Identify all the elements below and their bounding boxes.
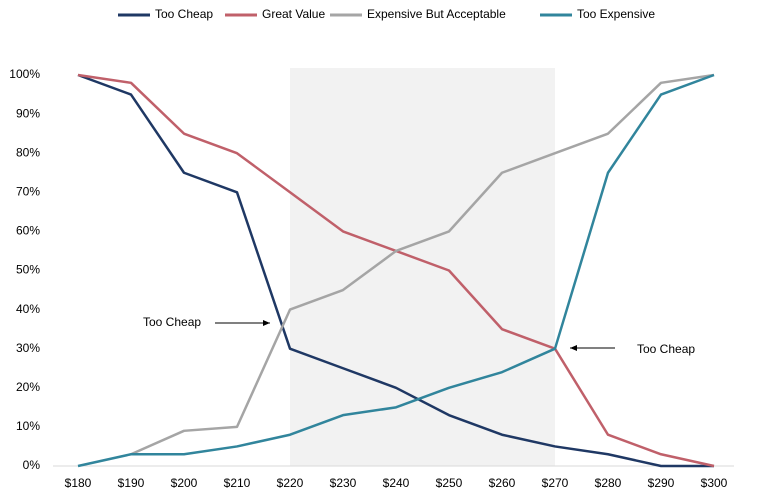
series-line — [130, 73, 715, 456]
x-tick-label: $300 — [701, 476, 728, 490]
x-tick-label: $240 — [383, 476, 410, 490]
y-tick-label: 10% — [16, 419, 40, 433]
y-tick-label: 0% — [23, 458, 41, 472]
series-line — [77, 73, 714, 468]
x-tick-label: $180 — [65, 476, 92, 490]
series-line — [77, 73, 715, 468]
highlight-band — [290, 68, 555, 466]
annotation: Too Cheap — [637, 342, 695, 356]
y-tick-label: 40% — [16, 302, 40, 316]
x-tick-label: $210 — [224, 476, 251, 490]
y-tick-label: 70% — [16, 184, 40, 198]
y-tick-label: 90% — [16, 106, 40, 120]
x-tick-label: $230 — [330, 476, 357, 490]
x-tick-label: $270 — [542, 476, 569, 490]
x-tick-label: $220 — [277, 476, 304, 490]
x-tick-label: $250 — [436, 476, 463, 490]
x-tick-label: $290 — [648, 476, 675, 490]
legend-label: Expensive But Acceptable — [367, 7, 506, 21]
x-tick-label: $280 — [595, 476, 622, 490]
y-tick-label: 60% — [16, 224, 40, 238]
y-tick-label: 80% — [16, 145, 40, 159]
legend-label: Great Value — [262, 7, 325, 21]
legend-label: Too Cheap — [155, 7, 213, 21]
x-tick-label: $200 — [171, 476, 198, 490]
y-tick-label: 50% — [16, 263, 40, 277]
annotation: Too Cheap — [143, 315, 201, 329]
y-tick-label: 30% — [16, 341, 40, 355]
y-tick-label: 100% — [9, 67, 40, 81]
x-tick-label: $260 — [489, 476, 516, 490]
legend-label: Too Expensive — [577, 7, 655, 21]
x-tick-label: $190 — [118, 476, 145, 490]
y-tick-label: 20% — [16, 380, 40, 394]
